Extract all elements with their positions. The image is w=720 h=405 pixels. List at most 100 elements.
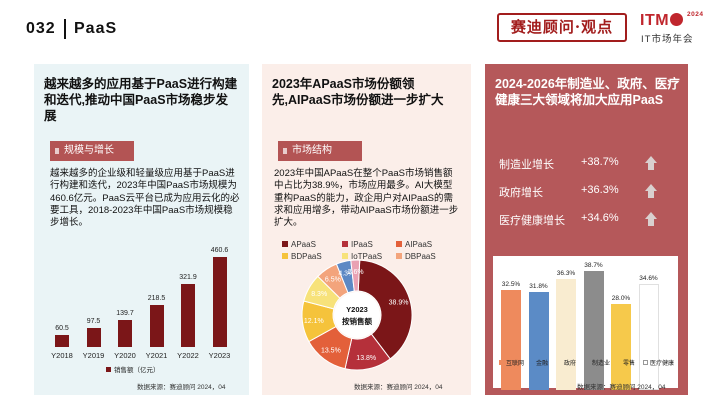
legend-label: BDPaaS — [291, 252, 322, 261]
legend-item-制造业: 制造业 — [585, 358, 610, 367]
panel-market-structure: 2023年APaaS市场份额领先,AIPaaS市场份额进一步扩大 市场结构 20… — [262, 64, 471, 395]
legend-swatch — [342, 241, 348, 247]
legend-swatch — [396, 241, 402, 247]
bar-value-label: 31.8% — [529, 283, 548, 291]
bar-Y2022 — [181, 284, 195, 347]
bar-政府 — [556, 278, 576, 390]
panel1-heading: 越来越多的应用基于PaaS进行构建和迭代,推动中国PaaS市场稳步发展 — [44, 77, 238, 123]
legend-swatch — [529, 360, 534, 365]
stat-value: +34.6% — [581, 212, 619, 224]
bar-value-label: 32.5% — [501, 281, 521, 289]
legend-label: 互联网 — [506, 361, 525, 367]
page-number: 032 — [26, 20, 56, 37]
legend-item-BDPaaS: BDPaaS — [282, 252, 322, 261]
bar-零售 — [611, 304, 631, 390]
market-share-donut: 38.9% 13.8% 13.5% 12.1% 8.3% 6.5%4.3%2.6% Y202… — [301, 259, 413, 371]
x-tick-label: Y2019 — [82, 351, 105, 360]
panel1-tag: 规模与增长 — [50, 141, 134, 161]
legend-swatch — [342, 253, 348, 259]
bar-Y2018 — [55, 335, 69, 347]
panel2-heading: 2023年APaaS市场份额领先,AIPaaS市场份额进一步扩大 — [272, 77, 444, 107]
stat-value: +38.7% — [581, 156, 619, 168]
chart1-legend-label: 销售额（亿元） — [114, 367, 160, 374]
stat-manufacturing: 制造业增长 +38.7% — [499, 156, 619, 172]
legend-item-政府: 政府 — [557, 358, 576, 367]
x-tick-label: Y2021 — [145, 351, 168, 360]
x-tick-label: Y2020 — [114, 351, 136, 360]
slice-label: 4.3% — [338, 270, 354, 277]
donut-center-label: 按销售额 — [342, 316, 372, 326]
bar-value-label: 460.6 — [210, 247, 229, 255]
bar-互联网 — [501, 290, 521, 390]
legend-swatch — [643, 360, 648, 365]
bar-value-label: 97.5 — [86, 318, 101, 326]
legend-label: DBPaaS — [405, 252, 436, 261]
brand-seal: 赛迪顾问·观点 — [497, 13, 627, 42]
legend-label: IoTPaaS — [351, 252, 383, 261]
legend-item-互联网: 互联网 — [499, 358, 524, 367]
bar-value-label: 218.5 — [147, 294, 166, 302]
legend-item-医疗健康: 医疗健康 — [643, 358, 674, 367]
legend-label: AIPaaS — [405, 240, 433, 249]
legend-item-APaaS: APaaS — [282, 240, 316, 249]
bar-value-label: 321.9 — [179, 274, 197, 282]
bar-制造业 — [583, 271, 604, 390]
donut-center-label: Y2023 — [346, 305, 368, 314]
legend-swatch — [499, 360, 504, 365]
legend-label: IPaaS — [351, 240, 373, 249]
legend-item-IPaaS: IPaaS — [342, 240, 373, 249]
bar-Y2019 — [86, 328, 101, 347]
stat-value: +36.3% — [581, 184, 619, 196]
legend-swatch — [557, 360, 562, 365]
slice-label: 2.6% — [348, 269, 364, 276]
x-tick-label: Y2022 — [177, 351, 199, 360]
chart1-legend: 销售额（亿元） — [106, 364, 160, 374]
legend-swatch — [106, 367, 111, 372]
panel1-body: 越来越多的企业级和轻量级应用基于PaaS进行构建和迭代，2023年中国PaaS市… — [50, 168, 240, 229]
legend-label: 政府 — [564, 361, 577, 367]
slice-label: 13.5% — [321, 347, 341, 354]
stat-label: 政府增长 — [499, 187, 543, 199]
legend-item-DBPaaS: DBPaaS — [396, 252, 436, 261]
logo-subtitle: IT市场年会 — [641, 34, 694, 45]
legend-label: 零售 — [623, 361, 636, 367]
up-arrow-icon — [645, 212, 657, 226]
slice-label: 13.8% — [356, 355, 376, 362]
panel2-source: 数据来源：赛迪顾问 2024，04 — [354, 384, 443, 391]
bar-value-label: 34.6% — [639, 274, 658, 282]
bar-医疗健康 — [638, 283, 659, 390]
x-tick-label: Y2018 — [51, 351, 73, 360]
bar-Y2023 — [212, 257, 227, 347]
panel2-body: 2023年中国APaaS在整个PaaS市场销售额中占比为38.9%，市场应用最多… — [274, 168, 459, 229]
legend-item-零售: 零售 — [616, 358, 635, 367]
up-arrow-icon — [645, 156, 657, 170]
legend-item-金融: 金融 — [529, 358, 548, 367]
legend-label: 医疗健康 — [650, 361, 675, 367]
legend-label: 制造业 — [592, 361, 611, 367]
panel-industry-growth: 2024-2026年制造业、政府、医疗健康三大领域将加大应用PaaS 制造业增长… — [485, 64, 688, 395]
logo-year: 2024 — [687, 11, 704, 18]
slice-other-1 — [350, 259, 361, 292]
panel-scale-growth: 越来越多的应用基于PaaS进行构建和迭代,推动中国PaaS市场稳步发展 规模与增… — [34, 64, 249, 395]
legend-item-IoTPaaS: IoTPaaS — [342, 252, 382, 261]
bar-value-label: 36.3% — [556, 269, 576, 277]
legend-swatch — [282, 241, 288, 247]
itmc-logo: ITM 2024 — [640, 11, 703, 30]
stat-healthcare: 医疗健康增长 +34.6% — [499, 212, 619, 228]
bar-value-label: 60.5 — [55, 325, 69, 333]
legend-swatch — [585, 360, 590, 365]
stat-label: 制造业增长 — [499, 159, 554, 171]
slice-label: 8.3% — [311, 291, 327, 298]
panel2-tag: 市场结构 — [278, 141, 362, 161]
stat-government: 政府增长 +36.3% — [499, 184, 619, 200]
bar-value-label: 28.0% — [611, 295, 631, 303]
legend-item-AIPaaS: AIPaaS — [396, 240, 432, 249]
x-tick-label: Y2023 — [208, 351, 231, 360]
slice-label: 6.5% — [325, 276, 341, 283]
panel3-heading: 2024-2026年制造业、政府、医疗健康三大领域将加大应用PaaS — [495, 77, 680, 107]
bar-Y2020 — [118, 319, 132, 347]
panel3-source: 数据来源：赛迪顾问 2024，04 — [577, 384, 666, 391]
legend-swatch — [616, 360, 621, 365]
up-arrow-icon — [645, 184, 657, 198]
donut-center — [334, 292, 380, 338]
